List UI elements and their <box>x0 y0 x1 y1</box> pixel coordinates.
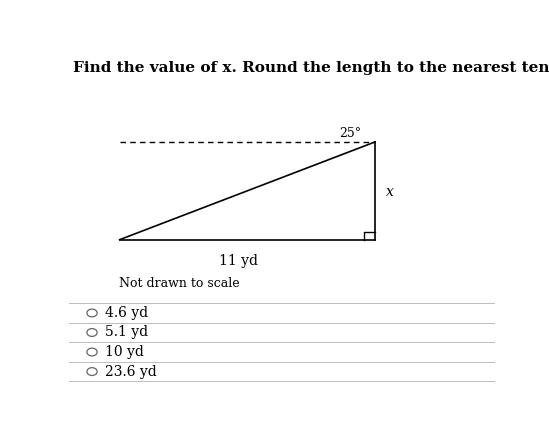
Text: 11 yd: 11 yd <box>219 254 259 268</box>
Text: 23.6 yd: 23.6 yd <box>105 365 156 379</box>
Text: 4.6 yd: 4.6 yd <box>105 306 148 320</box>
Text: Not drawn to scale: Not drawn to scale <box>119 277 239 290</box>
Text: 25°: 25° <box>339 127 361 140</box>
Text: 5.1 yd: 5.1 yd <box>105 326 148 340</box>
Text: x: x <box>385 185 394 199</box>
Text: Find the value of x. Round the length to the nearest tenth.: Find the value of x. Round the length to… <box>73 60 549 74</box>
Text: 10 yd: 10 yd <box>105 345 144 359</box>
